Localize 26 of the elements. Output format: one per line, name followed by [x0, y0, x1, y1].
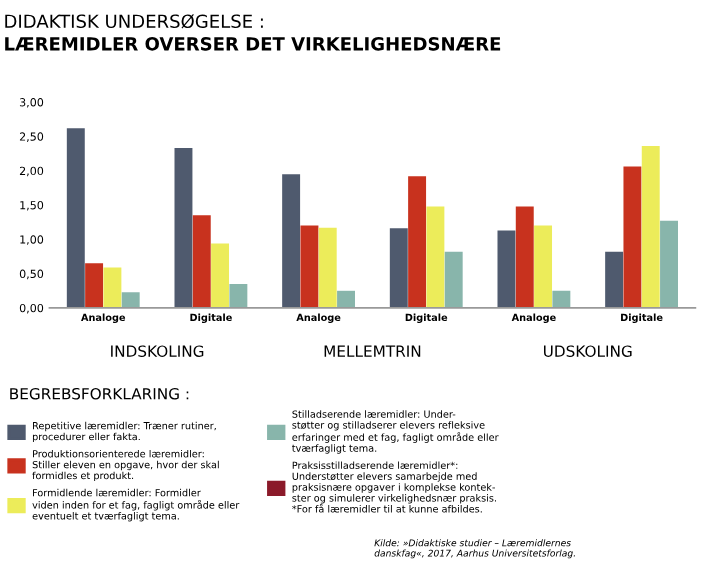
bar	[282, 174, 301, 308]
bar	[192, 215, 211, 308]
bar	[66, 128, 85, 308]
bar	[660, 220, 678, 308]
chart-subtitle: LÆREMIDLER OVERSER DET VIRKELIGHEDSNÆRE	[5, 36, 501, 51]
bar	[426, 206, 445, 308]
bar	[444, 251, 463, 308]
bar	[318, 227, 337, 308]
bar	[103, 267, 122, 308]
bar	[229, 283, 248, 308]
bar	[552, 290, 571, 308]
bar	[515, 206, 534, 308]
bar	[389, 228, 408, 308]
bar	[534, 225, 553, 308]
bar	[497, 230, 516, 308]
bar	[300, 225, 319, 308]
bar	[121, 292, 140, 308]
bar	[337, 290, 356, 308]
chart-title: DIDAKTISK UNDERSØGELSE :	[5, 14, 263, 29]
bar	[623, 166, 642, 308]
bar	[641, 146, 660, 308]
bar	[85, 263, 104, 308]
bar	[408, 176, 427, 308]
bar	[174, 148, 193, 308]
bar	[211, 243, 230, 308]
bar	[605, 251, 624, 308]
